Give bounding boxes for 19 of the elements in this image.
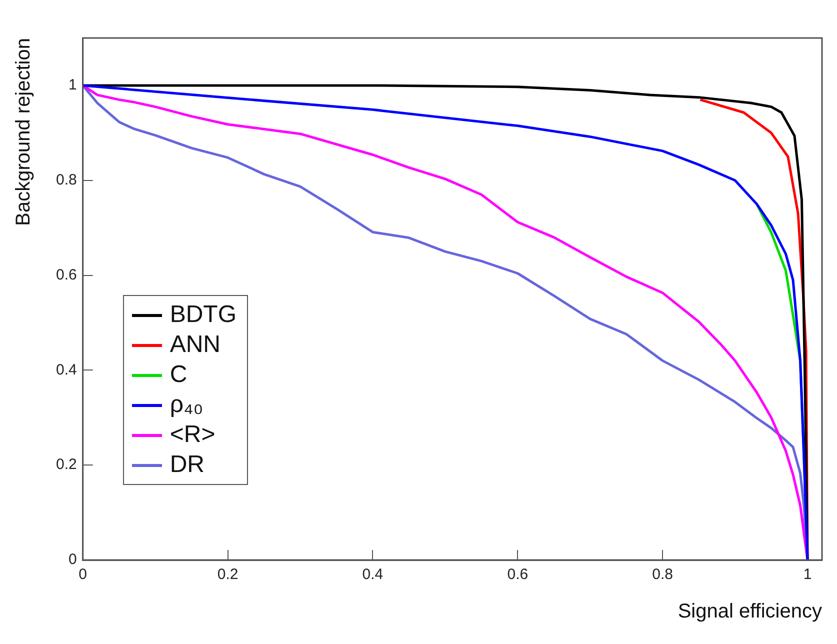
x-tick-label: 0.2 xyxy=(217,566,238,584)
x-tick-label: 0.4 xyxy=(362,566,384,584)
y-tick-label: 0 xyxy=(68,551,77,568)
legend-label: DR xyxy=(170,451,205,479)
y-tick-label: 0.8 xyxy=(56,172,77,189)
y-tick-label: 0.4 xyxy=(56,361,77,378)
legend-label: ANN xyxy=(170,331,221,359)
legend-label: BDTG xyxy=(170,301,237,329)
legend-label: C xyxy=(170,361,188,389)
legend-label: ρ₄₀ xyxy=(170,391,204,419)
x-axis-title: Signal efficiency xyxy=(678,600,822,623)
legend-label: <R> xyxy=(170,421,216,449)
y-tick-label: 0.6 xyxy=(56,266,77,284)
y-tick-label: 1 xyxy=(68,76,77,94)
x-tick-label: 0.8 xyxy=(652,566,674,584)
x-tick-label: 0.6 xyxy=(507,566,528,584)
x-tick-label: 1 xyxy=(803,566,812,584)
y-tick-label: 0.2 xyxy=(56,456,77,474)
y-axis-title: Background rejection xyxy=(12,38,35,226)
